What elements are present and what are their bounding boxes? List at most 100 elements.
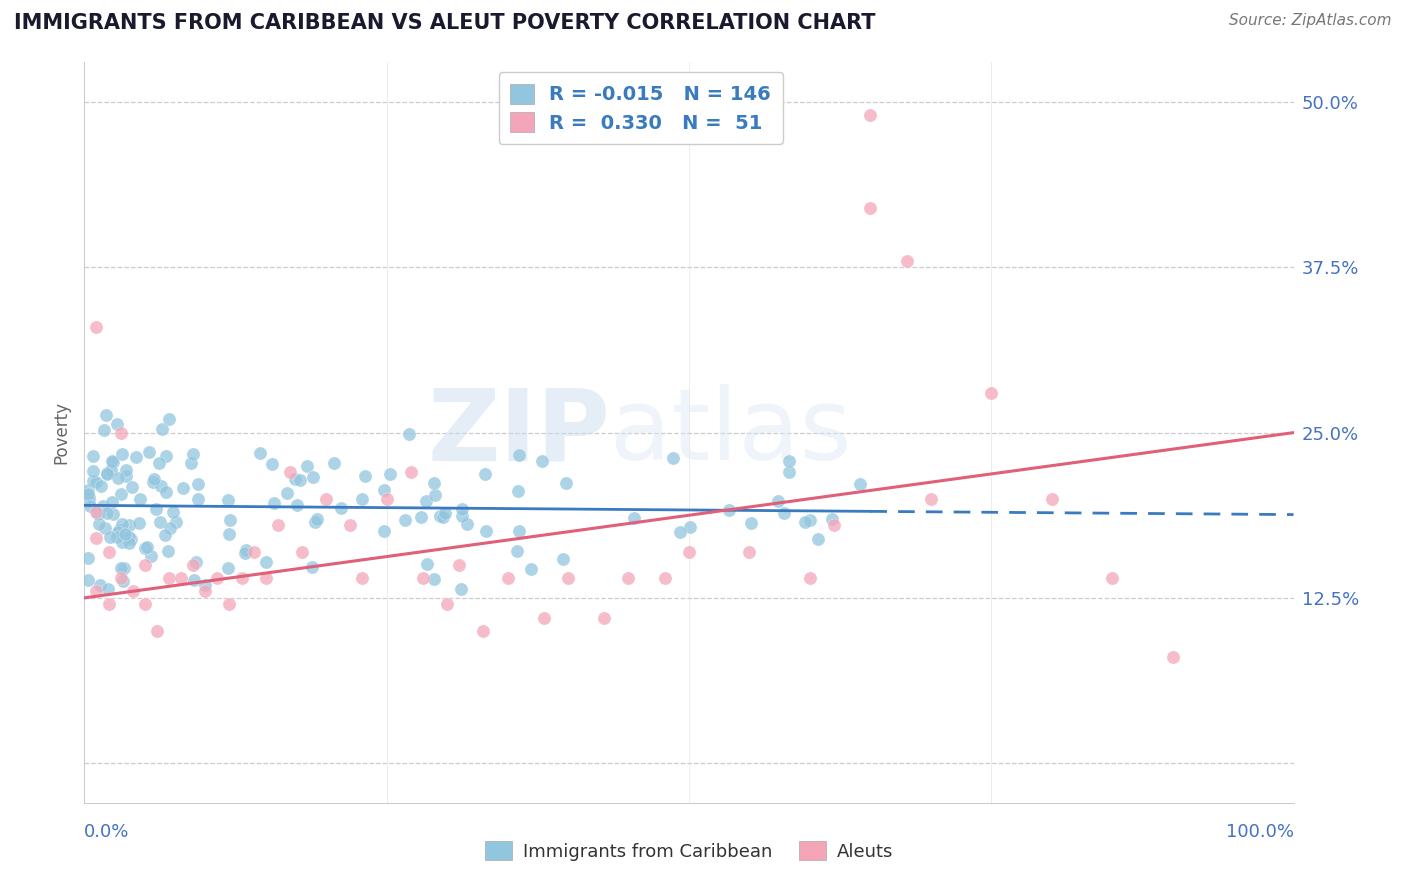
Point xyxy=(373,524,395,538)
Point xyxy=(101,454,124,468)
Point xyxy=(107,471,129,485)
Point xyxy=(288,474,311,488)
Point xyxy=(187,491,209,506)
Point xyxy=(434,506,457,520)
Point xyxy=(254,571,277,585)
Point xyxy=(181,558,204,572)
Point xyxy=(373,483,395,497)
Point xyxy=(262,458,284,472)
Point xyxy=(103,455,125,469)
Point xyxy=(301,470,323,484)
Point xyxy=(97,544,120,558)
Point xyxy=(593,611,616,625)
Point xyxy=(134,558,156,572)
Point xyxy=(157,544,180,558)
Point xyxy=(291,544,314,558)
Point xyxy=(859,108,882,122)
Point xyxy=(87,517,110,532)
Point xyxy=(980,386,1002,401)
Point xyxy=(263,496,285,510)
Point xyxy=(456,516,478,531)
Point xyxy=(100,463,122,477)
Point xyxy=(148,456,170,470)
Point xyxy=(508,483,530,498)
Point xyxy=(82,474,104,488)
Text: ZIP: ZIP xyxy=(427,384,610,481)
Point xyxy=(125,450,148,464)
Point xyxy=(134,541,156,556)
Point xyxy=(142,475,165,490)
Point xyxy=(110,561,132,575)
Point xyxy=(91,499,114,513)
Point xyxy=(172,481,194,495)
Point xyxy=(217,560,239,574)
Point xyxy=(284,471,307,485)
Point xyxy=(155,450,177,464)
Point xyxy=(267,518,290,533)
Point xyxy=(654,571,676,585)
Point xyxy=(150,479,173,493)
Point xyxy=(778,465,800,479)
Point xyxy=(339,518,361,533)
Point xyxy=(111,517,134,532)
Point xyxy=(165,515,187,529)
Text: 0.0%: 0.0% xyxy=(84,822,129,840)
Point xyxy=(218,513,240,527)
Point xyxy=(157,571,180,585)
Point xyxy=(555,476,578,491)
Point xyxy=(118,535,141,549)
Point xyxy=(97,582,120,597)
Point xyxy=(77,483,100,497)
Point xyxy=(121,584,143,599)
Point xyxy=(180,456,202,470)
Point xyxy=(118,518,141,533)
Point xyxy=(416,558,439,572)
Point xyxy=(242,544,264,558)
Point xyxy=(394,513,416,527)
Point xyxy=(519,561,541,575)
Point xyxy=(506,544,529,558)
Point xyxy=(82,464,104,478)
Point xyxy=(111,574,134,588)
Point xyxy=(98,530,121,544)
Point xyxy=(181,447,204,461)
Point xyxy=(153,527,176,541)
Point xyxy=(740,516,762,530)
Point xyxy=(128,516,150,530)
Point xyxy=(553,552,575,566)
Point xyxy=(496,571,519,585)
Point xyxy=(121,480,143,494)
Point xyxy=(307,512,329,526)
Point xyxy=(96,466,118,480)
Point xyxy=(112,560,135,574)
Point xyxy=(679,519,702,533)
Point xyxy=(799,571,821,585)
Point xyxy=(218,527,240,541)
Point xyxy=(101,495,124,509)
Point xyxy=(82,450,104,464)
Point xyxy=(249,446,271,460)
Point xyxy=(86,532,108,546)
Point xyxy=(110,571,132,585)
Point xyxy=(218,598,240,612)
Point xyxy=(375,491,398,506)
Point xyxy=(86,505,108,519)
Point xyxy=(668,524,690,539)
Point xyxy=(450,582,472,596)
Point xyxy=(157,412,180,426)
Point xyxy=(105,530,128,544)
Point xyxy=(807,532,830,546)
Point xyxy=(530,454,553,468)
Point xyxy=(799,512,821,526)
Point xyxy=(194,584,217,599)
Y-axis label: Poverty: Poverty xyxy=(52,401,70,464)
Point xyxy=(474,467,496,482)
Point xyxy=(429,509,451,524)
Point xyxy=(398,426,420,441)
Point xyxy=(94,521,117,535)
Point xyxy=(617,571,640,585)
Point xyxy=(920,491,942,506)
Text: atlas: atlas xyxy=(610,384,852,481)
Point xyxy=(97,598,120,612)
Point xyxy=(148,515,170,529)
